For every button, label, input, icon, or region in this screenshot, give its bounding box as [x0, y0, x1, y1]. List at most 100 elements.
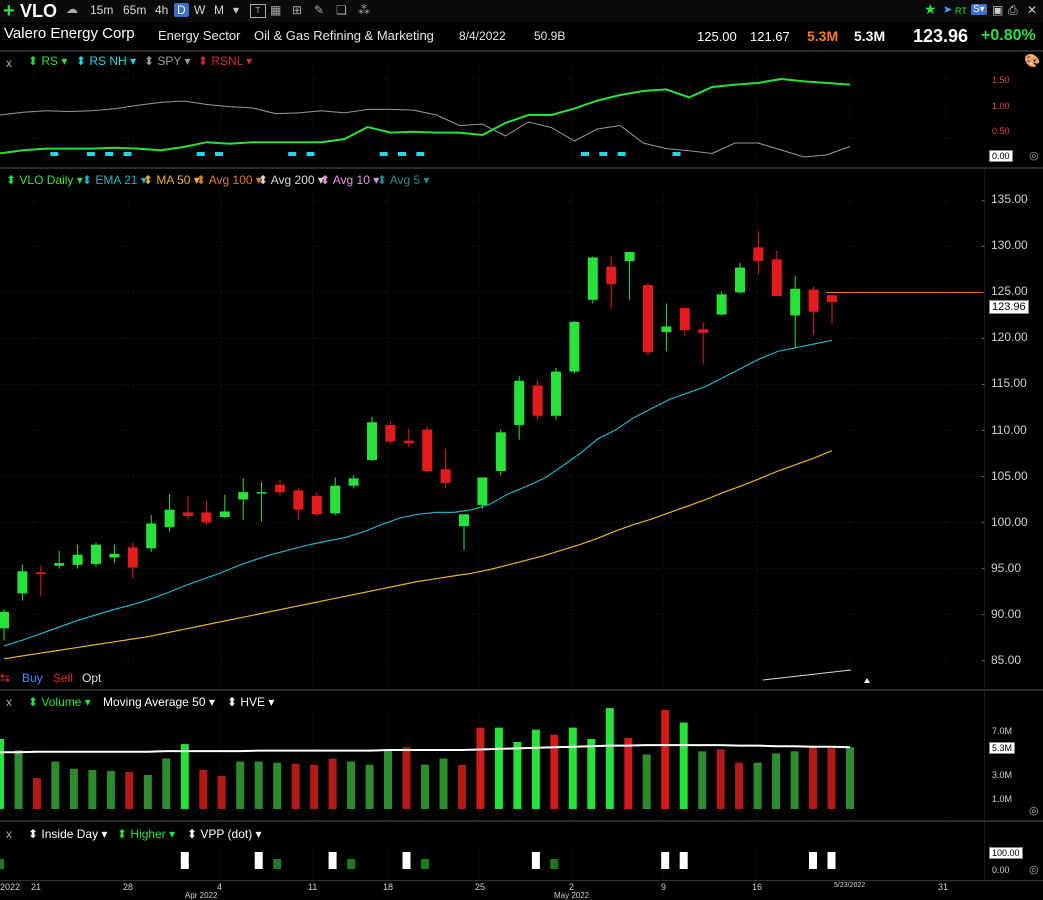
- text-mode-icon[interactable]: T: [250, 4, 266, 18]
- volume-bar[interactable]: [790, 751, 799, 809]
- candle[interactable]: [35, 565, 46, 597]
- draw-pencil-icon[interactable]: ✎: [314, 3, 325, 17]
- legend-avg100[interactable]: ⬍ Avg 100 ▾: [196, 173, 262, 187]
- pane-divider[interactable]: [0, 167, 1043, 169]
- candle[interactable]: [17, 564, 28, 601]
- volume-bar[interactable]: [513, 742, 522, 809]
- volume-bar[interactable]: [661, 710, 670, 809]
- legend-inside-day[interactable]: ⬍ Inside Day ▾: [28, 827, 108, 841]
- volume-bar[interactable]: [421, 764, 429, 809]
- symbol-label[interactable]: VLO: [20, 1, 58, 21]
- volume-bar[interactable]: [33, 778, 41, 809]
- volume-bar[interactable]: [772, 753, 781, 809]
- interval-daily[interactable]: D: [174, 3, 189, 17]
- candle[interactable]: [624, 251, 635, 300]
- candle[interactable]: [569, 320, 580, 374]
- volume-bar[interactable]: [439, 758, 448, 810]
- legend-rs-nh[interactable]: ⬍ RS NH ▾: [76, 54, 137, 68]
- candle[interactable]: [385, 421, 396, 445]
- candle[interactable]: [514, 376, 525, 440]
- legend-volume[interactable]: ⬍ Volume ▾: [28, 695, 91, 709]
- print-icon[interactable]: ⎙: [1008, 3, 1018, 17]
- volume-bar[interactable]: [809, 746, 817, 809]
- candle[interactable]: [735, 262, 745, 294]
- scroll-marker-icon[interactable]: [864, 678, 870, 683]
- interval-weekly[interactable]: W: [194, 3, 206, 17]
- pane-divider[interactable]: [0, 689, 1043, 691]
- candle[interactable]: [643, 283, 653, 356]
- volume-bar[interactable]: [14, 750, 23, 809]
- volume-bar[interactable]: [0, 739, 4, 809]
- candle[interactable]: [348, 475, 359, 489]
- indicator-icon[interactable]: ▦: [270, 3, 282, 17]
- save-icon[interactable]: ▣: [992, 3, 1004, 17]
- candle[interactable]: [716, 291, 727, 316]
- rs-pane-close-button[interactable]: x: [6, 56, 12, 70]
- sell-button[interactable]: Sell: [53, 671, 74, 685]
- candle[interactable]: [771, 251, 782, 297]
- volume-bar[interactable]: [402, 747, 411, 809]
- candle[interactable]: [256, 482, 267, 522]
- legend-avg5[interactable]: ⬍ Avg 5 ▾: [377, 173, 430, 187]
- volume-bar[interactable]: [550, 734, 559, 809]
- volume-bar[interactable]: [217, 776, 226, 809]
- volume-bar[interactable]: [88, 769, 97, 809]
- volume-bar[interactable]: [605, 708, 614, 809]
- realtime-label[interactable]: RT: [955, 6, 967, 16]
- candle[interactable]: [532, 379, 543, 421]
- candle[interactable]: [477, 477, 488, 509]
- rs-pane-scroll-icon[interactable]: ◎: [1029, 150, 1039, 162]
- favorite-star-icon[interactable]: ★: [924, 1, 937, 17]
- candle[interactable]: [164, 494, 175, 532]
- volume-bar[interactable]: [328, 758, 337, 810]
- candle[interactable]: [293, 487, 304, 520]
- candle[interactable]: [679, 308, 690, 336]
- volume-bar[interactable]: [51, 761, 60, 809]
- volume-bar[interactable]: [846, 747, 854, 809]
- sector-label[interactable]: Energy Sector: [158, 28, 241, 43]
- add-symbol-icon[interactable]: +: [3, 0, 15, 22]
- legend-spy[interactable]: ⬍ SPY ▾: [144, 54, 191, 68]
- candle[interactable]: [219, 494, 230, 518]
- candle[interactable]: [459, 514, 469, 551]
- volume-bar[interactable]: [236, 761, 245, 809]
- legend-hve[interactable]: ⬍ HVE ▾: [227, 695, 275, 709]
- volume-bar[interactable]: [624, 737, 633, 809]
- candle[interactable]: [495, 429, 506, 476]
- settings-s-icon[interactable]: S▾: [971, 4, 987, 15]
- legend-moving-average[interactable]: Moving Average 50 ▾: [103, 695, 215, 709]
- candle[interactable]: [403, 428, 414, 448]
- news-icon[interactable]: ☁: [66, 2, 78, 16]
- candle[interactable]: [422, 426, 433, 473]
- candle[interactable]: [827, 294, 837, 324]
- notes-icon[interactable]: ❏: [336, 3, 347, 17]
- legend-vlo-daily[interactable]: ⬍ VLO Daily ▾: [6, 173, 83, 187]
- candle[interactable]: [440, 448, 451, 488]
- interval-65m[interactable]: 65m: [123, 3, 147, 17]
- volume-bar[interactable]: [143, 775, 152, 809]
- volume-bar[interactable]: [568, 727, 577, 809]
- candle[interactable]: [201, 500, 212, 526]
- volume-bar[interactable]: [273, 762, 282, 810]
- legend-ma50[interactable]: ⬍ MA 50 ▾: [143, 173, 200, 187]
- volume-bar[interactable]: [458, 764, 466, 809]
- legend-avg200[interactable]: ⬍ Avg 200 ▾: [258, 173, 324, 187]
- volume-bar[interactable]: [310, 764, 319, 809]
- volume-bar[interactable]: [69, 768, 78, 809]
- candle[interactable]: [790, 275, 801, 348]
- volume-bar[interactable]: [125, 771, 134, 809]
- volume-bar[interactable]: [291, 763, 300, 809]
- candle[interactable]: [275, 480, 285, 496]
- volume-bar[interactable]: [827, 748, 836, 809]
- trade-arrows-icon[interactable]: ⇆: [0, 671, 11, 685]
- legend-ema21[interactable]: ⬍ EMA 21 ▾: [82, 173, 147, 187]
- candle[interactable]: [72, 544, 83, 569]
- candle[interactable]: [109, 544, 120, 564]
- candle[interactable]: [587, 256, 598, 304]
- candle[interactable]: [183, 495, 193, 520]
- pin-icon[interactable]: ➤: [943, 4, 953, 16]
- indicator-pane-close-button[interactable]: x: [6, 827, 12, 841]
- volume-bar[interactable]: [735, 762, 744, 810]
- volume-bar[interactable]: [716, 749, 725, 809]
- volume-bar[interactable]: [642, 754, 651, 809]
